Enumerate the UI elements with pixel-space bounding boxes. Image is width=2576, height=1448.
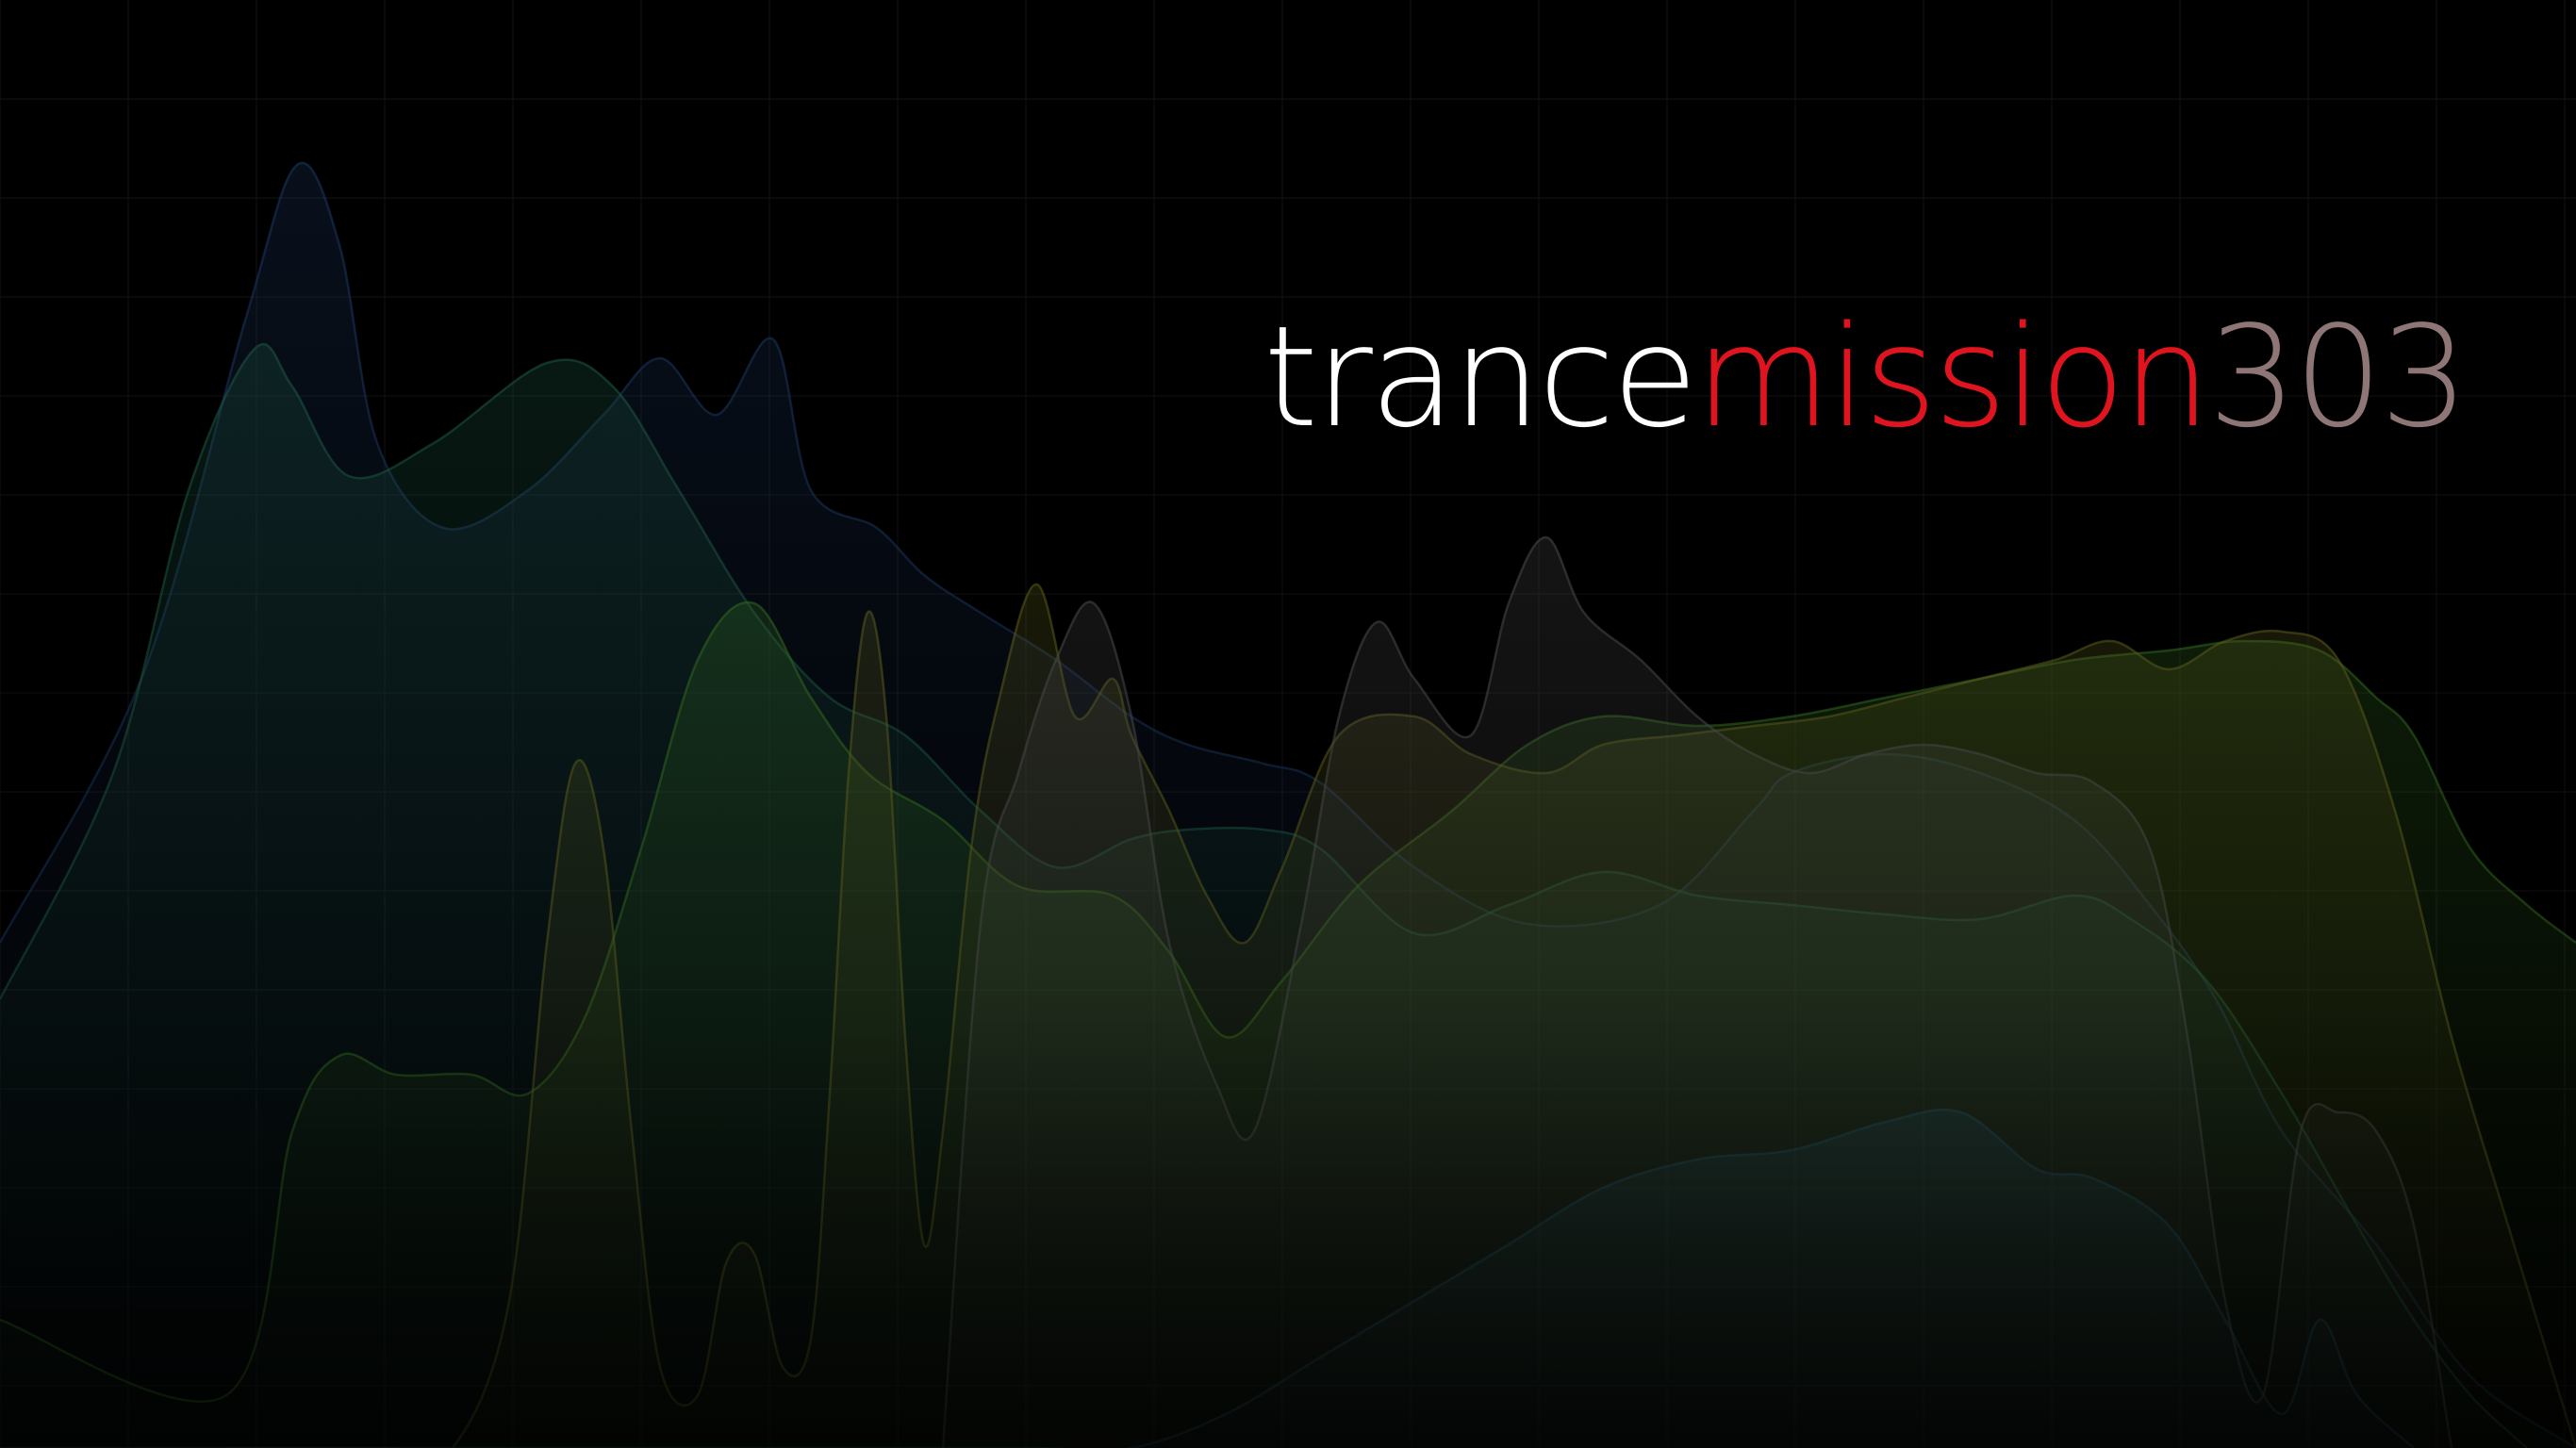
logo-part-mission: mission [1694,296,2211,458]
trancemission303-logo: trancemission303 [1263,292,2489,462]
logo-part-303: 303 [2207,296,2469,458]
logo-part-trance: trance [1263,296,1698,458]
